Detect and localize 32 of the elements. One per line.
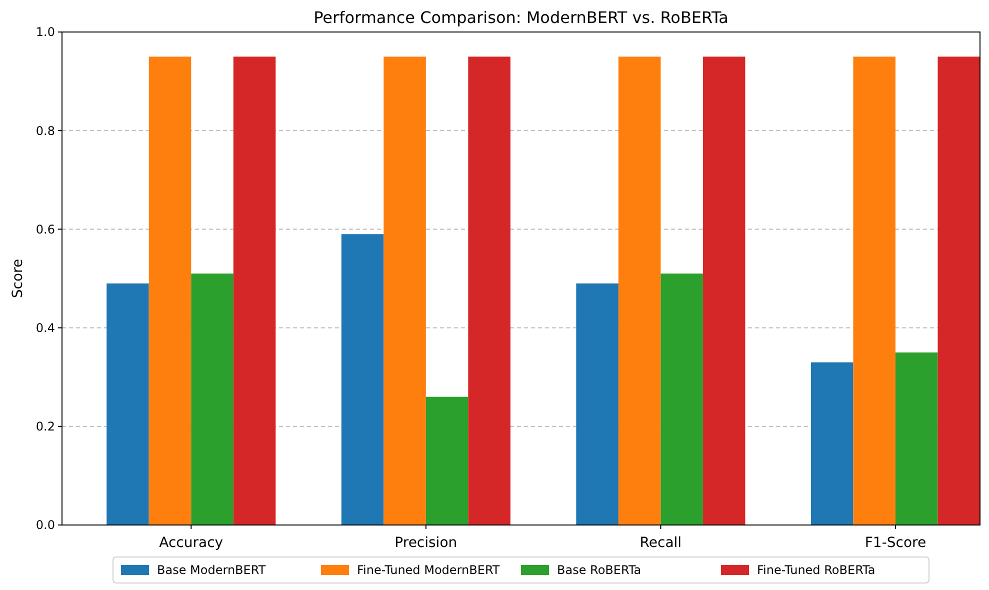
bar bbox=[660, 274, 703, 525]
x-tick-label: F1-Score bbox=[864, 535, 926, 551]
y-axis-title: Score bbox=[10, 258, 26, 298]
bar bbox=[576, 283, 618, 525]
legend-label: Base RoBERTa bbox=[557, 563, 642, 578]
bar bbox=[810, 362, 854, 525]
legend-label: Base ModernBERT bbox=[157, 563, 266, 578]
x-tick-label: Recall bbox=[640, 535, 682, 551]
bar bbox=[148, 56, 192, 525]
chart-title: Performance Comparison: ModernBERT vs. RoBERTa bbox=[314, 8, 728, 27]
y-tick-label: 0.2 bbox=[36, 420, 55, 434]
x-tick-label: Precision bbox=[394, 535, 458, 551]
bar bbox=[384, 56, 426, 525]
legend-label: Fine-Tuned RoBERTa bbox=[757, 563, 876, 578]
bar bbox=[618, 56, 661, 525]
x-tick-label: Accuracy bbox=[159, 535, 224, 551]
y-tick-label: 0.6 bbox=[36, 222, 55, 236]
bar bbox=[106, 283, 149, 525]
legend-label: Fine-Tuned ModernBERT bbox=[357, 563, 500, 578]
y-tick-label: 0.8 bbox=[36, 124, 55, 138]
bar bbox=[938, 56, 980, 525]
bar bbox=[426, 396, 468, 525]
bar bbox=[702, 56, 746, 525]
bar bbox=[895, 352, 938, 525]
y-tick-label: 0.4 bbox=[36, 321, 55, 335]
bar bbox=[341, 234, 384, 525]
bar bbox=[468, 56, 510, 525]
bar bbox=[191, 274, 234, 525]
bar bbox=[233, 56, 276, 525]
y-tick-label: 0.0 bbox=[36, 518, 55, 532]
bar bbox=[853, 56, 896, 525]
y-tick-label: 1.0 bbox=[36, 25, 55, 40]
